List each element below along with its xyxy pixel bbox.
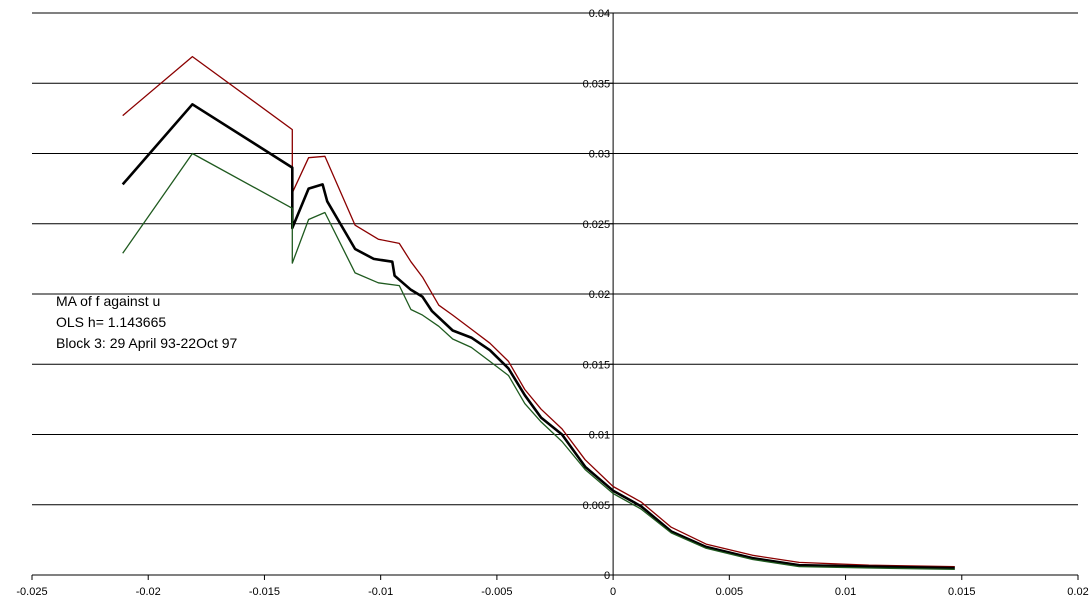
series-line-0 bbox=[122, 55, 955, 568]
annotation-line-3: Block 3: 29 April 93-22Oct 97 bbox=[56, 335, 238, 351]
y-tick-label-6: 0.03 bbox=[589, 149, 610, 161]
annotation-line-2: OLS h= 1.143665 bbox=[56, 314, 166, 330]
y-tick-label-1: 0.005 bbox=[583, 500, 611, 512]
x-tick-label-7: 0.01 bbox=[835, 586, 856, 598]
y-tick-label-2: 0.01 bbox=[589, 430, 610, 442]
tick-labels: 0 0.005 0.01 0.015 0.02 0.025 0.03 0.035 0.04 -0.… bbox=[16, 8, 1088, 598]
series-line-2 bbox=[122, 152, 955, 571]
y-tick-label-7: 0.035 bbox=[583, 78, 611, 90]
y-tick-label-4: 0.02 bbox=[589, 289, 610, 301]
y-tick-label-8: 0.04 bbox=[589, 8, 610, 20]
x-tick-label-1: -0.02 bbox=[136, 586, 161, 598]
x-tick-label-3: -0.01 bbox=[368, 586, 393, 598]
series-group bbox=[121, 55, 955, 571]
grid-lines bbox=[32, 12, 1078, 506]
y-tick-label-5: 0.025 bbox=[583, 219, 611, 231]
x-tick-label-4: -0.005 bbox=[481, 586, 512, 598]
annotation-line-1: MA of f against u bbox=[56, 293, 160, 309]
x-tick-label-2: -0.015 bbox=[249, 586, 280, 598]
axes bbox=[31, 12, 1079, 580]
x-tick-label-0: -0.025 bbox=[16, 586, 47, 598]
y-tick-label-3: 0.015 bbox=[583, 359, 611, 371]
x-tick-label-8: 0.015 bbox=[948, 586, 976, 598]
x-tick-label-5: 0 bbox=[610, 586, 616, 598]
x-tick-label-9: 0.02 bbox=[1067, 586, 1088, 598]
y-tick-label-0: 0 bbox=[604, 570, 610, 582]
x-tick-label-6: 0.005 bbox=[716, 586, 744, 598]
series-line-1 bbox=[121, 103, 955, 570]
